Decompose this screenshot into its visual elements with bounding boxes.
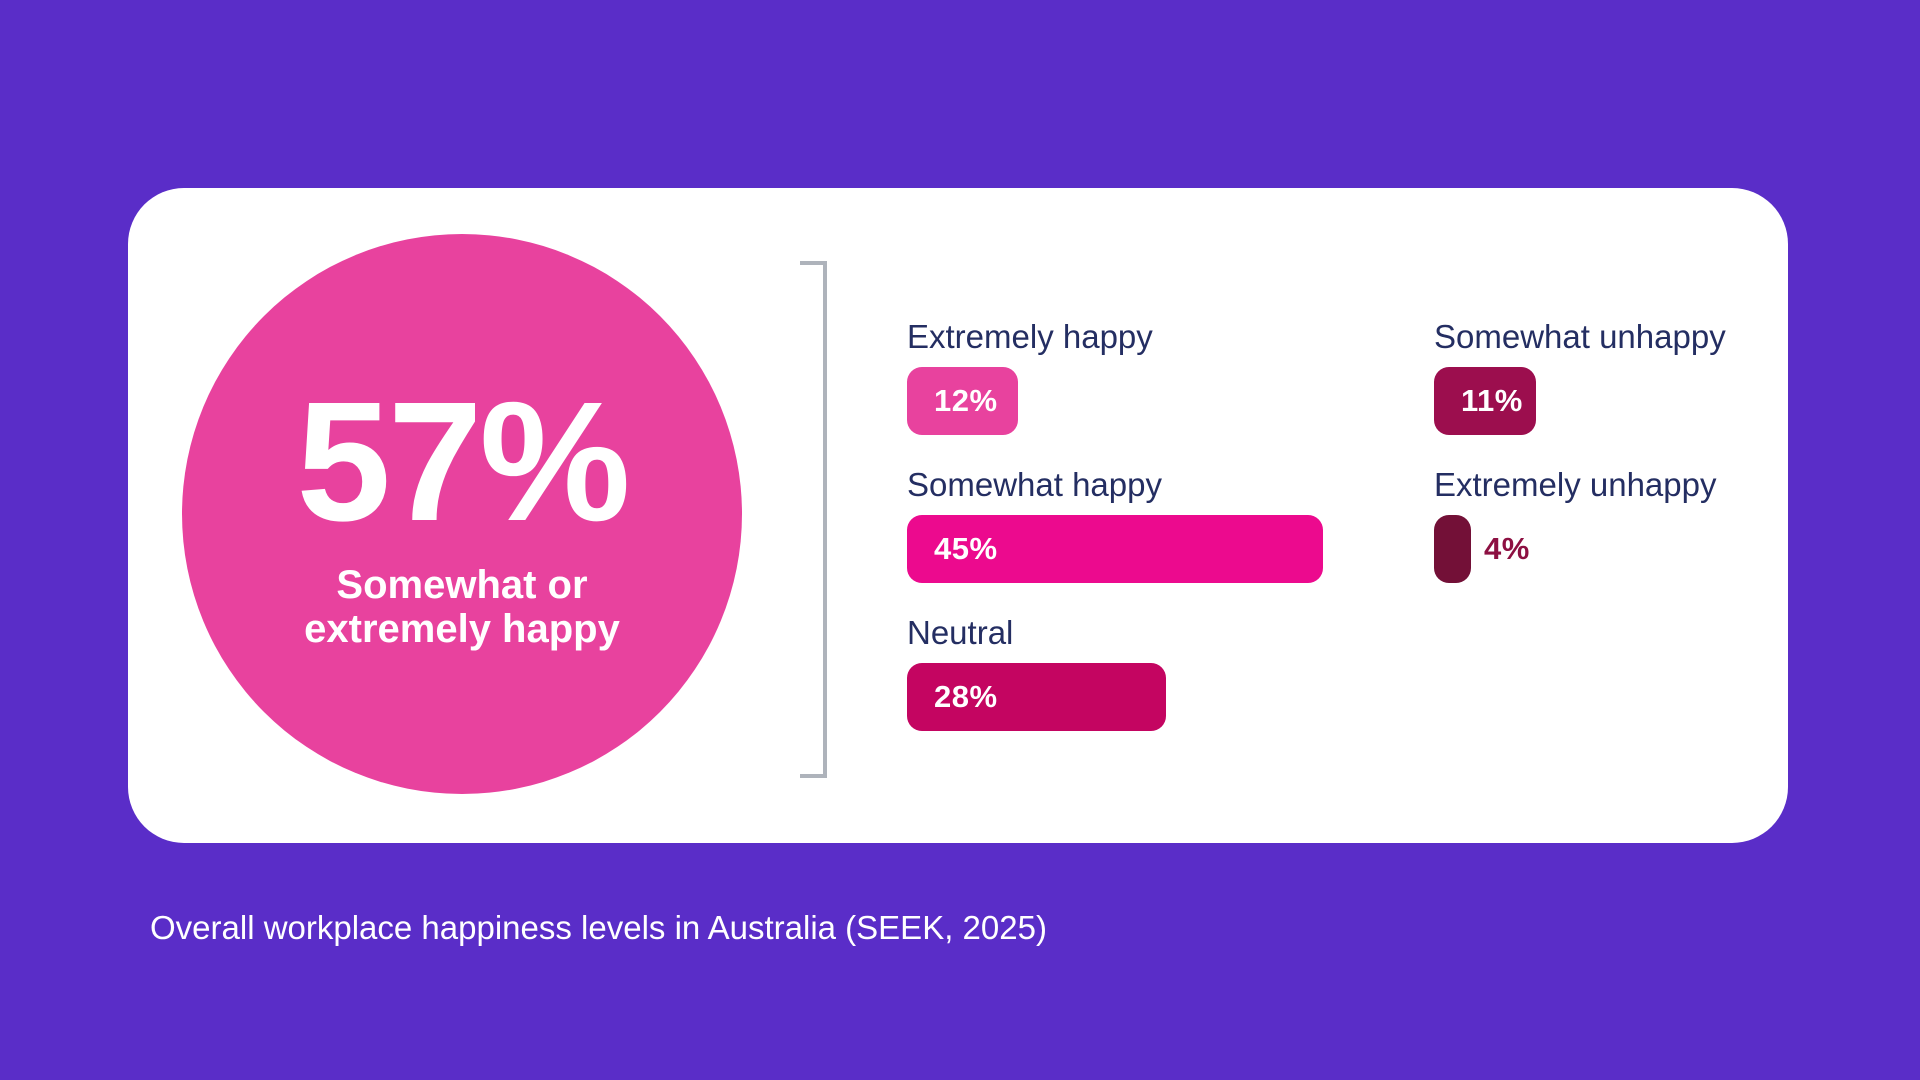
bar-label: Neutral xyxy=(907,614,1014,651)
bar-group-extremely-unhappy: Extremely unhappy 4% xyxy=(1434,465,1726,583)
bar-label: Extremely unhappy xyxy=(1434,466,1717,503)
bar-row: 4% xyxy=(1434,515,1726,583)
bar-value: 11% xyxy=(1461,383,1523,418)
bar-extremely-happy: 12% xyxy=(907,367,1018,435)
highlight-circle: 57% Somewhat or extremely happy xyxy=(182,234,742,794)
bar-label: Extremely happy xyxy=(907,318,1153,355)
bar-group-extremely-happy: Extremely happy 12% xyxy=(907,317,1323,435)
highlight-percentage: 57% xyxy=(296,367,630,557)
highlight-label: Somewhat or extremely happy xyxy=(304,563,620,651)
bar-value: 28% xyxy=(934,679,998,714)
bracket-divider xyxy=(800,261,827,778)
bar-column-right: Somewhat unhappy 11% Extremely unhappy 4… xyxy=(1434,317,1726,613)
highlight-label-line1: Somewhat or xyxy=(336,563,588,607)
bar-group-neutral: Neutral 28% xyxy=(907,613,1323,731)
bar-column-left: Extremely happy 12% Somewhat happy 45% N… xyxy=(907,317,1323,761)
bar-row: 12% xyxy=(907,367,1323,435)
bar-somewhat-happy: 45% xyxy=(907,515,1323,583)
image-caption: Overall workplace happiness levels in Au… xyxy=(150,909,1047,946)
bar-value: 12% xyxy=(934,383,998,418)
highlight-label-line2: extremely happy xyxy=(304,607,620,651)
bar-label: Somewhat happy xyxy=(907,466,1162,503)
bar-group-somewhat-unhappy: Somewhat unhappy 11% xyxy=(1434,317,1726,435)
bar-neutral: 28% xyxy=(907,663,1166,731)
bar-somewhat-unhappy: 11% xyxy=(1434,367,1536,435)
bar-row: 28% xyxy=(907,663,1323,731)
bar-row: 45% xyxy=(907,515,1323,583)
bar-value: 45% xyxy=(934,531,998,566)
bar-group-somewhat-happy: Somewhat happy 45% xyxy=(907,465,1323,583)
bar-extremely-unhappy xyxy=(1434,515,1471,583)
bar-label: Somewhat unhappy xyxy=(1434,318,1726,355)
bar-row: 11% xyxy=(1434,367,1726,435)
infographic-card: 57% Somewhat or extremely happy Extremel… xyxy=(128,188,1788,843)
bar-value: 4% xyxy=(1484,531,1530,566)
